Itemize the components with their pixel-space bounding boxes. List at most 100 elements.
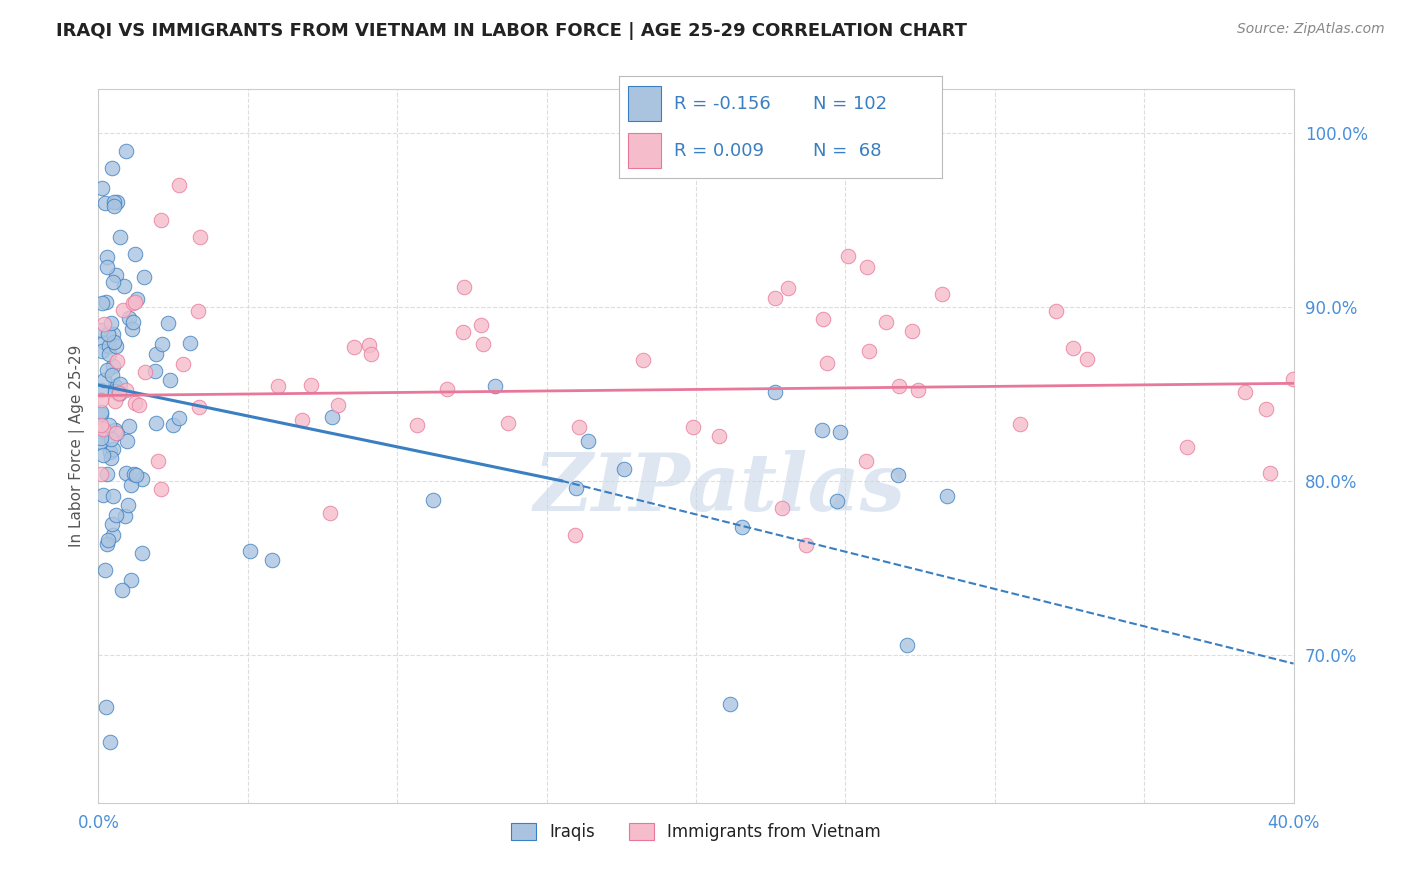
Point (111, 303, 134, 318)
Point (770, 500, 793, 515)
Point (901, 324, 924, 338)
Point (131, 546, 153, 560)
Point (94, 700, 117, 714)
Point (1008, 417, 1031, 432)
Point (422, 492, 444, 507)
Point (564, 528, 586, 542)
Point (778, 281, 800, 295)
Point (825, 493, 848, 508)
Point (1076, 351, 1098, 366)
Point (91, 448, 114, 462)
Point (150, 482, 173, 496)
Point (103, 334, 125, 349)
Y-axis label: In Labor Force | Age 25-29: In Labor Force | Age 25-29 (69, 345, 84, 547)
Text: N = 102: N = 102 (813, 95, 887, 112)
Point (405, 417, 427, 432)
Point (162, 418, 184, 433)
Legend: Iraqis, Immigrants from Vietnam: Iraqis, Immigrants from Vietnam (505, 816, 887, 848)
Point (105, 508, 128, 522)
Point (90, 431, 112, 445)
Point (96, 260, 118, 275)
Point (122, 296, 145, 310)
Point (112, 279, 135, 293)
Point (115, 466, 138, 480)
Point (613, 461, 636, 475)
Point (104, 379, 127, 393)
Point (453, 279, 475, 293)
Point (131, 472, 153, 486)
Point (96, 251, 118, 265)
Point (90, 404, 112, 418)
Point (1062, 341, 1084, 355)
Point (187, 304, 209, 318)
Point (887, 378, 910, 392)
Point (907, 383, 929, 397)
FancyBboxPatch shape (628, 133, 661, 168)
Point (101, 326, 124, 341)
Point (108, 377, 131, 392)
Point (90, 417, 112, 432)
Point (114, 144, 136, 158)
Point (98, 347, 121, 361)
Point (360, 347, 382, 361)
Point (134, 365, 156, 379)
Point (91, 421, 114, 435)
Point (1233, 385, 1256, 400)
Point (132, 269, 155, 284)
Point (936, 489, 959, 503)
Text: Source: ZipAtlas.com: Source: ZipAtlas.com (1237, 22, 1385, 37)
Point (98, 417, 121, 432)
Point (107, 386, 129, 401)
Point (301, 378, 323, 392)
Point (815, 356, 838, 370)
Point (93, 334, 115, 349)
Point (96, 537, 118, 551)
Point (179, 335, 201, 350)
Point (91, 488, 114, 502)
Point (90, 467, 112, 481)
Point (471, 337, 494, 351)
Point (115, 434, 138, 449)
Point (731, 519, 754, 533)
Point (855, 260, 877, 274)
Point (93, 196, 115, 211)
Point (90, 434, 112, 449)
Point (260, 553, 283, 567)
Point (887, 468, 910, 483)
Point (167, 411, 190, 425)
Point (117, 498, 139, 512)
Point (100, 432, 122, 446)
Point (101, 528, 124, 542)
Point (90, 407, 112, 421)
Point (709, 429, 731, 443)
Point (90, 425, 112, 439)
Point (90, 296, 112, 310)
Point (94, 294, 117, 309)
Point (93, 373, 115, 387)
Point (1045, 303, 1067, 318)
Point (484, 379, 506, 393)
Point (100, 516, 122, 531)
Point (858, 344, 880, 359)
Point (100, 368, 122, 382)
Point (103, 199, 125, 213)
Point (436, 382, 458, 396)
Point (188, 400, 211, 414)
Point (855, 453, 877, 467)
Point (101, 442, 124, 456)
Point (96, 467, 118, 481)
Text: R = -0.156: R = -0.156 (673, 95, 770, 112)
Point (343, 340, 366, 354)
Point (105, 268, 128, 282)
Point (118, 418, 141, 433)
Point (128, 397, 150, 411)
Point (1282, 372, 1305, 386)
Point (90, 323, 112, 337)
Point (101, 161, 124, 175)
Point (319, 506, 342, 520)
Text: R = 0.009: R = 0.009 (673, 142, 763, 160)
Point (94, 563, 117, 577)
Point (103, 275, 125, 289)
Point (143, 364, 166, 378)
Point (682, 419, 704, 434)
